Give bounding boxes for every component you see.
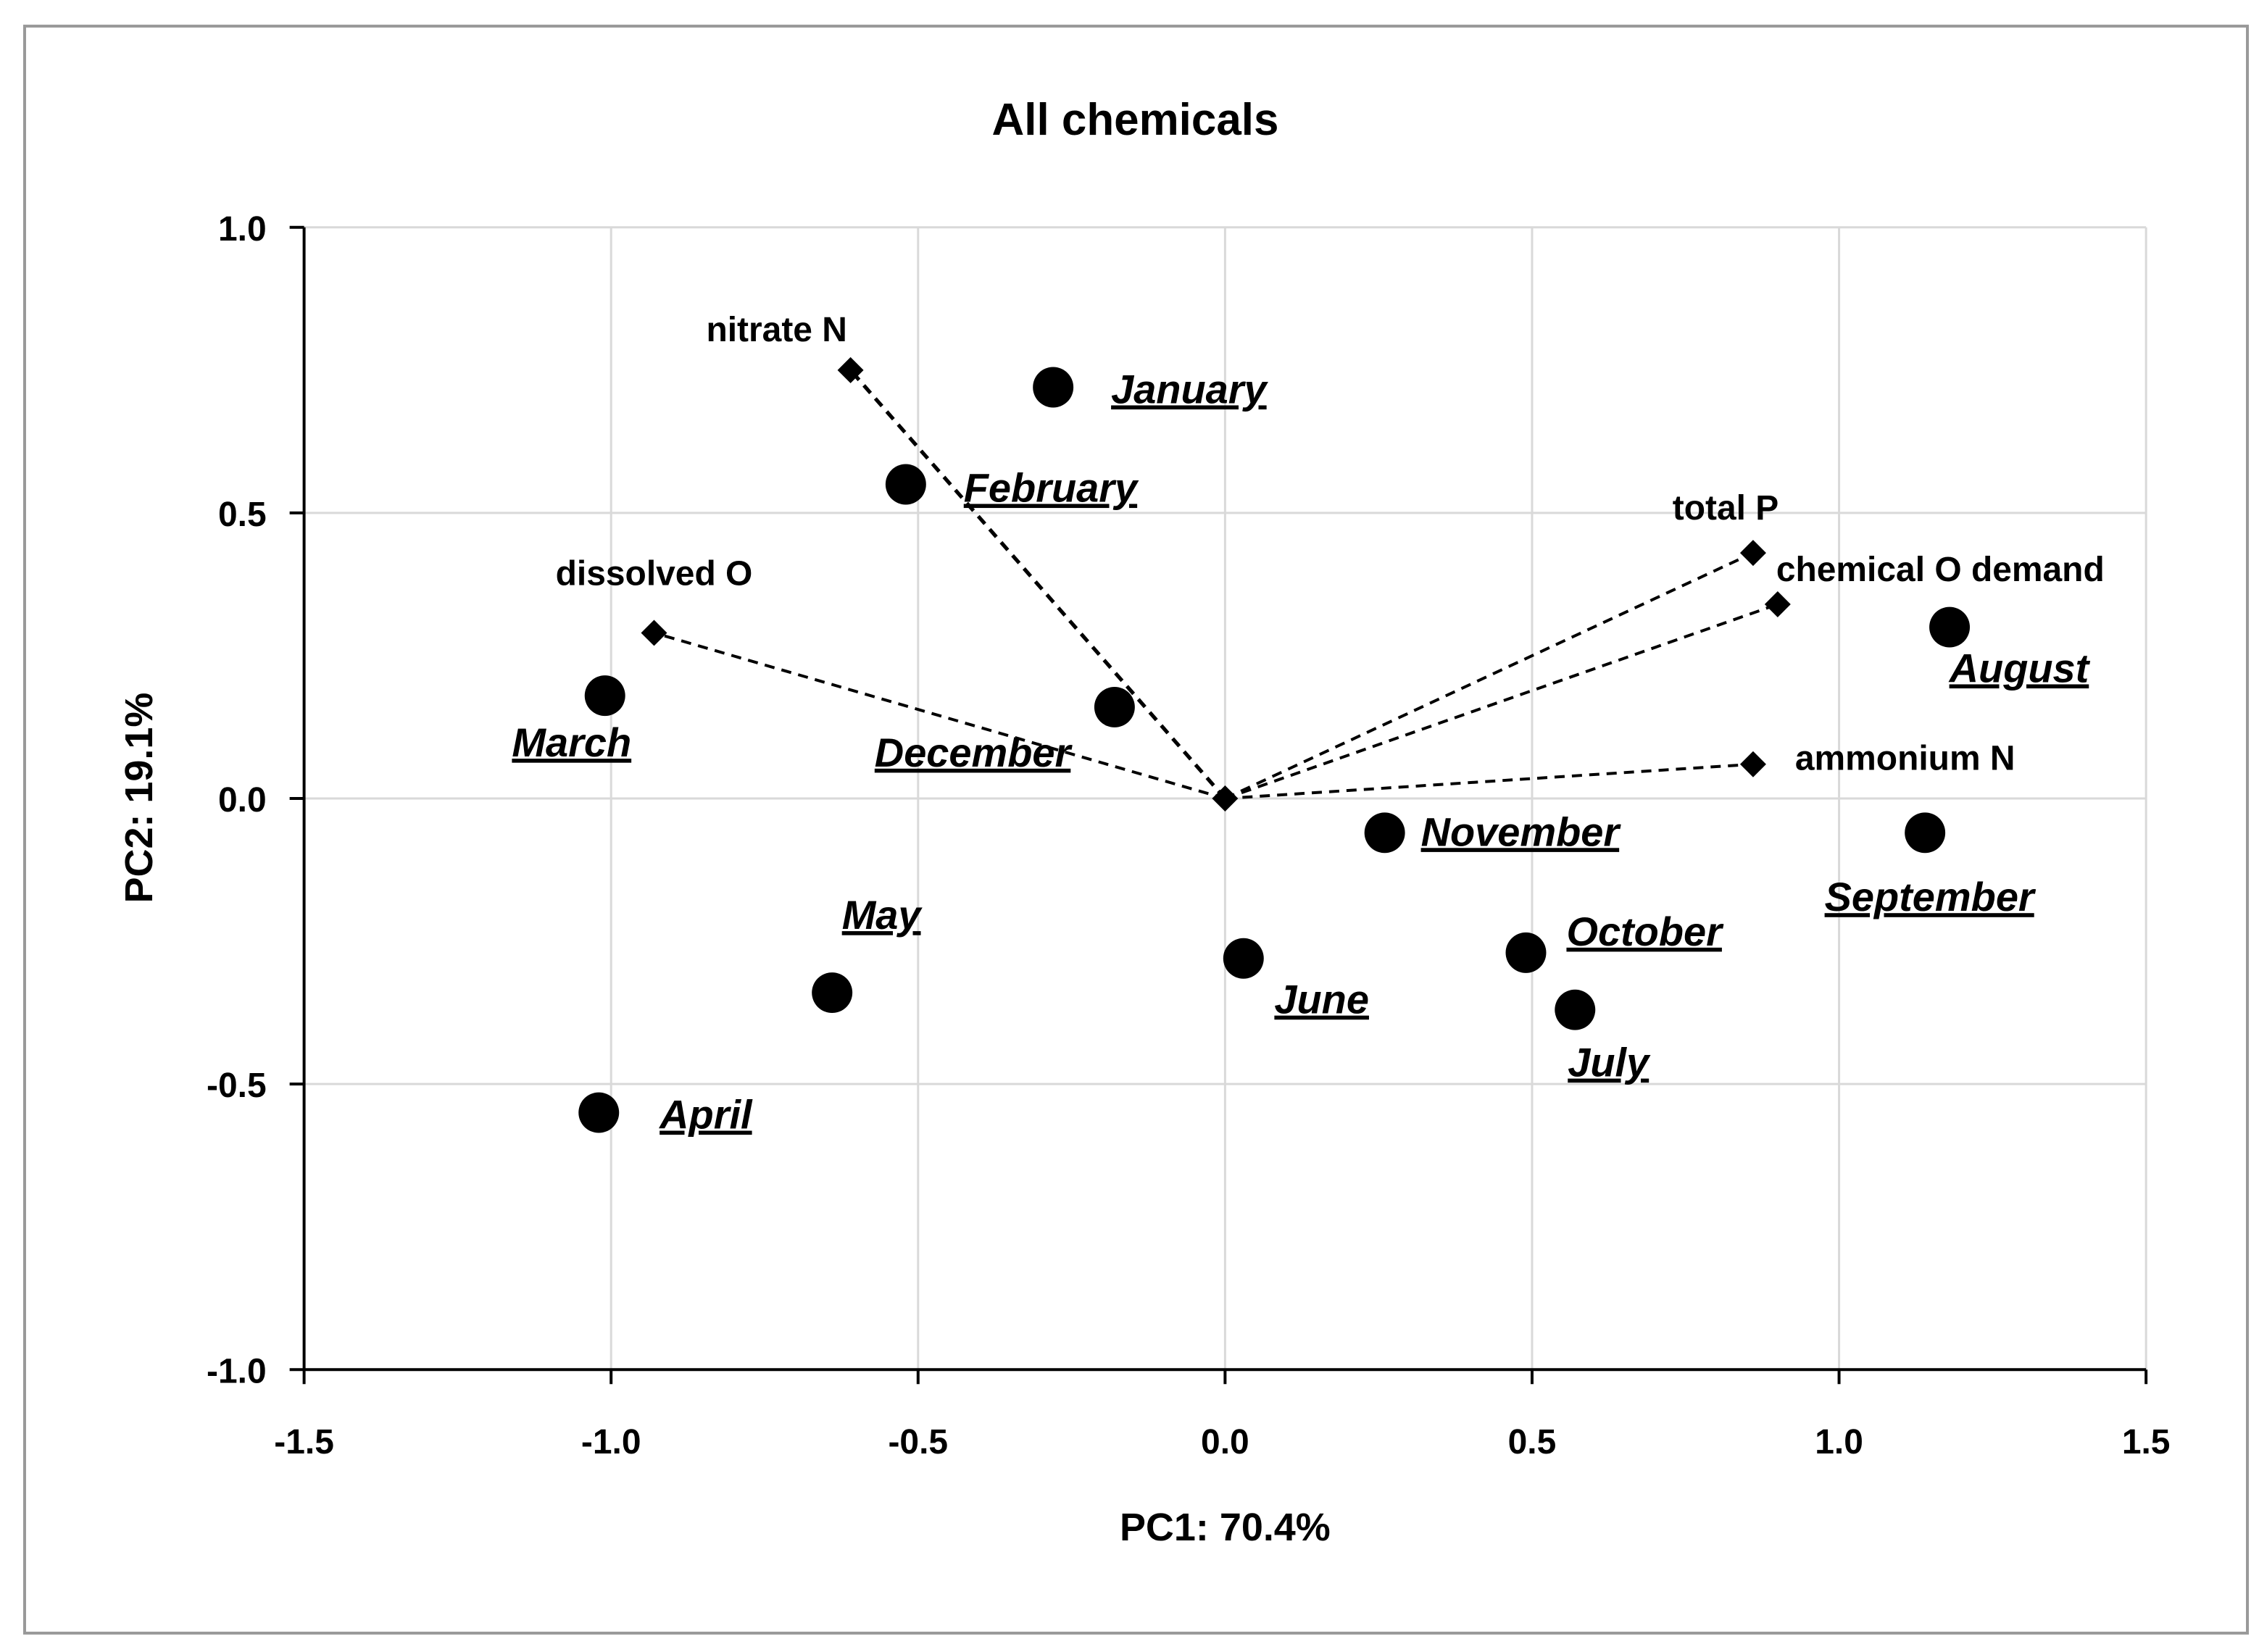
- axes: [289, 225, 2148, 1385]
- month-point-marker: [578, 1092, 620, 1133]
- loading-label: chemical O demand: [1776, 551, 2105, 589]
- y-tick-label: -1.0: [207, 1352, 267, 1390]
- tick-labels: -1.5 -1.0 -0.5 0.0 0.5 1.0 1.5-1.0-0.50.00.51.…: [207, 210, 2170, 1461]
- gridlines: [304, 226, 2147, 1370]
- month-point-marker: [1364, 812, 1405, 854]
- x-tick-label: 1.0: [1815, 1423, 1863, 1461]
- x-tick-label: 0.0: [1201, 1423, 1249, 1461]
- month-label: January: [1111, 366, 1268, 412]
- month-point-marker: [812, 972, 853, 1014]
- loading-vector-line: [1225, 762, 1754, 801]
- month-point-marker: [1505, 932, 1547, 973]
- y-tick-label: 0.0: [218, 781, 267, 819]
- month-label: April: [658, 1092, 753, 1138]
- loading-vector-line: [1224, 603, 1779, 800]
- month-label: August: [1948, 645, 2091, 691]
- chart-title: All chemicals: [992, 95, 1279, 145]
- month-point-marker: [1929, 606, 1971, 648]
- month-point-marker: [584, 675, 625, 717]
- month-label: March: [512, 719, 631, 765]
- month-point-marker: [1033, 367, 1074, 408]
- month-point-marker: [1094, 686, 1135, 727]
- loading-vector-line: [849, 369, 1227, 800]
- y-tick-label: 0.5: [218, 496, 267, 534]
- month-label: July: [1568, 1040, 1651, 1085]
- month-label: September: [1825, 874, 2037, 919]
- data-points: nitrate N dissolved O total P chemical O de…: [512, 311, 2104, 1138]
- loading-label: dissolved O: [556, 555, 753, 593]
- y-tick-label: 1.0: [218, 210, 267, 249]
- y-axis-label: PC2: 19.1%: [117, 693, 161, 904]
- x-tick-label: 1.5: [2122, 1423, 2171, 1461]
- chart-border: [22, 25, 2250, 1635]
- x-axis-label: PC1: 70.4%: [1120, 1506, 1331, 1549]
- month-label: November: [1421, 809, 1622, 854]
- month-point-marker: [1223, 938, 1264, 979]
- loading-vectors: [653, 369, 1779, 801]
- y-tick-label: -0.5: [207, 1067, 267, 1105]
- loading-label: ammonium N: [1795, 740, 2015, 778]
- month-point-marker: [1555, 989, 1596, 1030]
- loading-label: nitrate N: [706, 311, 846, 349]
- month-label: December: [875, 730, 1073, 775]
- month-point-marker: [1905, 812, 1946, 854]
- month-label: October: [1566, 909, 1724, 954]
- month-label: June: [1274, 977, 1369, 1022]
- month-label: May: [842, 892, 923, 938]
- x-tick-label: 0.5: [1508, 1423, 1557, 1461]
- month-point-marker: [885, 464, 926, 505]
- x-tick-label: -1.0: [581, 1423, 641, 1461]
- month-label: February: [964, 464, 1139, 510]
- loading-label: total P: [1673, 489, 1779, 527]
- x-tick-label: -1.5: [274, 1423, 334, 1461]
- x-tick-label: -0.5: [888, 1423, 948, 1461]
- loading-vector-line: [653, 631, 1226, 800]
